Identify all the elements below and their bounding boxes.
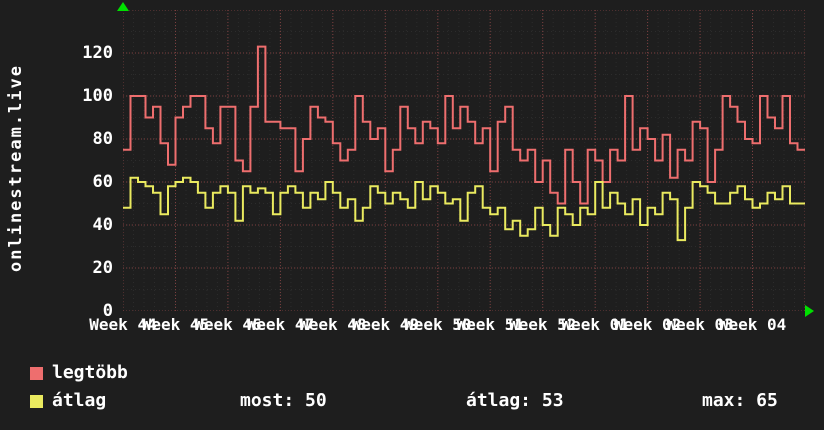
legend-swatch-legtobb — [30, 367, 43, 380]
x-tick-label: Week 48 — [299, 315, 367, 334]
legend-label-atlag: átlag — [52, 390, 107, 411]
chart-canvas — [123, 10, 805, 311]
x-tick-label: Week 47 — [246, 315, 315, 334]
stat-most: most: 50 — [240, 390, 327, 411]
x-tick-label: Week 03 — [666, 315, 734, 334]
y-tick-label: 20 — [92, 258, 113, 278]
y-tick-label: 40 — [92, 215, 113, 235]
plot-area — [123, 10, 805, 311]
y-tick-label: 80 — [92, 129, 113, 149]
x-tick-label: Week 51 — [456, 315, 524, 334]
x-axis-arrow-icon — [805, 305, 814, 317]
y-tick-label: 0 — [102, 301, 113, 321]
y-tick-label: 60 — [92, 172, 113, 192]
x-tick-label: Week 44 — [89, 315, 157, 334]
y-tick-label: 100 — [82, 86, 113, 106]
legend-swatch-atlag — [30, 395, 43, 408]
stat-max: max: 65 — [702, 390, 778, 411]
x-tick-label: Week 45 — [141, 315, 210, 334]
y-axis-arrow-icon — [117, 2, 129, 11]
y-tick-label: 120 — [82, 43, 113, 63]
x-tick-label: Week 02 — [613, 315, 682, 334]
x-tick-label: Week 52 — [508, 315, 577, 334]
x-tick-label: Week 50 — [404, 315, 472, 334]
x-tick-label: Week 49 — [351, 315, 420, 334]
x-tick-label: Week 01 — [561, 315, 629, 334]
stat-average: átlag: 53 — [466, 390, 564, 411]
legend-label-legtobb: legtöbb — [52, 362, 128, 383]
x-tick-label: Week 46 — [194, 315, 262, 334]
x-tick-label: Week 04 — [718, 315, 787, 334]
